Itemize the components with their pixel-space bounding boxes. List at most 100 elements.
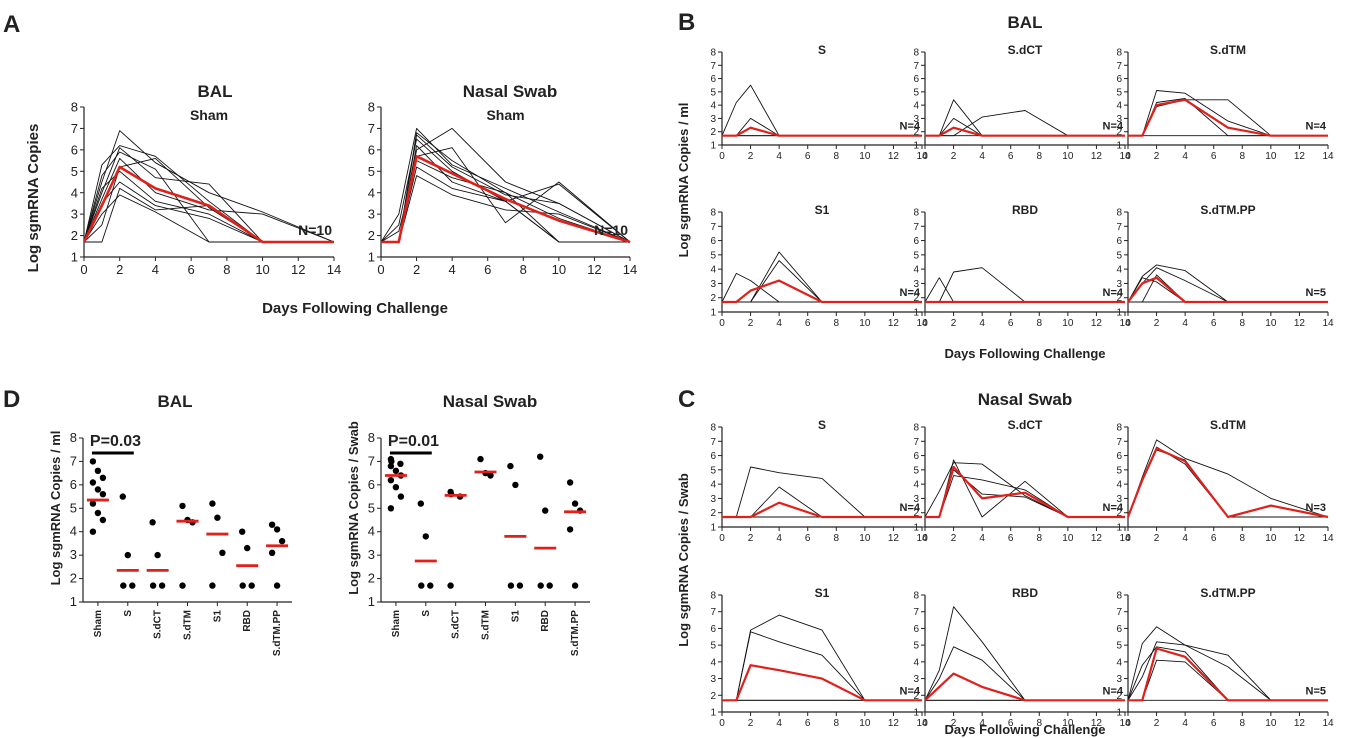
y-tick-label: 4 [1116,657,1122,668]
data-point [537,582,544,589]
y-tick-label: 2 [368,228,375,243]
x-tick-label: 12 [1294,533,1306,544]
y-tick-label: 5 [710,641,716,652]
x-tick-label: 12 [1294,151,1306,162]
x-tick-label: 0 [922,533,928,544]
x-tick-label: 8 [1240,151,1246,162]
y-tick-label: 2 [913,127,919,138]
data-point [124,551,131,559]
series-line-median [925,465,1125,519]
x-tick-label: 8 [834,318,840,329]
series-line [924,606,1125,701]
x-tick-label: S.dCT [451,610,462,639]
x-tick-label: 8 [1037,533,1043,544]
x-tick-label: 14 [1322,151,1334,162]
series-line-median [1128,98,1328,137]
data-point [387,462,395,470]
y-tick-label: 8 [710,423,716,434]
x-tick-label: 0 [377,262,384,277]
panel-c-xlabel: Days Following Challenge [944,722,1105,737]
x-tick-label: 2 [748,533,754,544]
x-tick-label: S.dTM [183,610,194,640]
y-tick-label: 3 [710,674,716,685]
chart-title: Sham [190,107,228,123]
x-tick-label: 14 [916,533,928,544]
y-tick-label: 3 [913,674,919,685]
x-tick-label: 0 [922,318,928,329]
y-tick-label: 3 [710,114,716,125]
chart-title: RBD [1012,203,1038,217]
series-line [1127,641,1328,701]
x-tick-label: 2 [951,533,957,544]
x-tick-label: 2 [1154,151,1160,162]
y-tick-label: 7 [710,437,716,448]
x-tick-label: 6 [1008,151,1014,162]
data-point [119,493,127,500]
data-point [129,582,136,589]
x-tick-label: S1 [212,610,223,623]
n-label: N=3 [1306,502,1327,514]
data-point [278,537,286,545]
y-tick-label: 3 [1116,494,1122,505]
x-tick-label: 12 [587,262,601,277]
x-tick-label: 6 [1008,718,1014,729]
series-line [1127,446,1329,518]
chart-title: S1 [815,586,830,600]
data-point [244,544,251,552]
series-line [84,187,334,243]
n-label: N=5 [1306,287,1327,299]
panel-b-ylabel: Log sgmRNA Copies / ml [676,103,691,258]
panel-letter-a: A [3,11,20,38]
panel-b-xlabel: Days Following Challenge [944,346,1105,361]
y-tick-label: 2 [1116,691,1122,702]
y-tick-label: 5 [368,164,375,179]
y-tick-label: 7 [1116,222,1122,233]
x-tick-label: 14 [1119,718,1131,729]
y-tick-label: 8 [913,48,919,59]
data-point [537,453,544,460]
y-tick-label: 3 [71,207,78,222]
series-line-median [722,279,922,304]
x-tick-label: 0 [1125,151,1131,162]
y-tick-label: 3 [913,114,919,125]
y-tick-label: 1 [71,250,78,265]
x-tick-label: Sham [391,610,402,637]
x-tick-label: 2 [951,151,957,162]
data-point [149,519,156,526]
data-point [268,549,276,556]
y-tick-label: 5 [1116,250,1122,261]
y-tick-label: 6 [71,142,78,157]
data-point [566,479,574,486]
data-point [179,582,186,589]
series-line-median [722,501,922,519]
y-tick-label: 3 [1116,674,1122,685]
chart-title: S1 [815,203,830,217]
y-tick-label: 2 [913,293,919,304]
x-tick-label: 10 [859,533,871,544]
panel-d-ylabel-bal: Log sgmRNA Copies / ml [48,431,63,586]
n-label: N=4 [900,502,921,514]
y-tick-label: 8 [710,208,716,219]
data-point [273,582,281,589]
x-tick-label: 14 [1322,718,1334,729]
y-tick-label: 2 [1116,293,1122,304]
series-line-median [722,126,922,137]
x-tick-label: 8 [834,718,840,729]
n-label: N=4 [900,121,921,133]
data-point [388,458,395,465]
x-tick-label: 0 [1125,533,1131,544]
x-tick-label: 2 [413,262,420,277]
y-tick-label: 3 [710,494,716,505]
y-tick-label: 4 [710,101,716,112]
y-tick-label: 4 [1116,480,1122,491]
data-point [89,528,97,535]
y-tick-label: 6 [70,477,77,492]
y-tick-label: 6 [913,624,919,635]
y-tick-label: 4 [1116,101,1122,112]
